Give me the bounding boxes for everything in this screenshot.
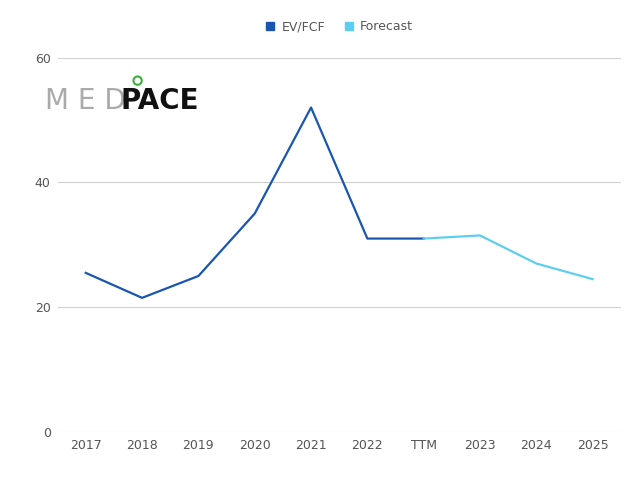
Text: M E D: M E D [45, 87, 125, 115]
Legend: EV/FCF, Forecast: EV/FCF, Forecast [260, 15, 418, 38]
Text: PACE: PACE [120, 87, 199, 115]
